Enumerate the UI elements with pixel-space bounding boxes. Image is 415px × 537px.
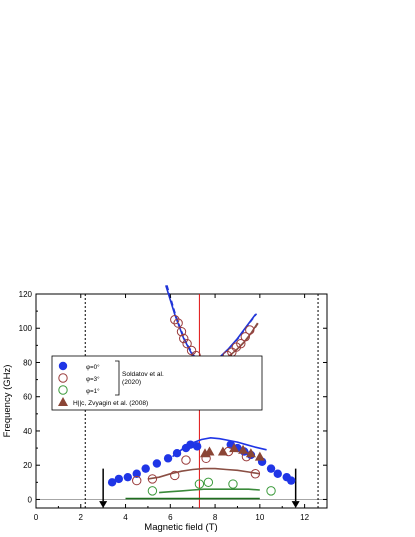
y-tick-label: 60 <box>23 393 32 402</box>
data-point <box>238 444 249 454</box>
data-point <box>240 332 250 342</box>
data-point <box>147 474 158 484</box>
data-point <box>204 446 215 456</box>
data-point <box>170 314 180 325</box>
data-point <box>182 338 192 349</box>
x-tick-label: 10 <box>255 513 264 522</box>
x-tick-label: 6 <box>168 513 173 522</box>
legend-marker <box>58 385 68 395</box>
down-arrow-head <box>99 501 108 508</box>
data-point <box>266 486 276 496</box>
data-point <box>245 448 256 458</box>
data-point <box>176 326 187 337</box>
legend: φ=0° φ=3° φ=1° H||c, Zvyagin et al. (2008) S… <box>51 355 263 411</box>
y-axis-label: Frequency (GHz) <box>2 365 13 438</box>
data-point <box>152 459 162 468</box>
x-axis-label: Magnetic field (T) <box>144 522 217 533</box>
data-point <box>147 486 158 496</box>
legend-box <box>51 355 263 411</box>
data-point <box>186 440 195 449</box>
data-point <box>132 475 142 486</box>
y-tick-label: 20 <box>23 461 32 470</box>
legend-bracket-label: (2020) <box>122 379 141 386</box>
x-tick-label: 0 <box>34 513 39 522</box>
y-tick-label: 100 <box>19 324 33 333</box>
y-tick-label: 0 <box>28 495 33 504</box>
y-tick-label: 80 <box>23 358 32 367</box>
data-point <box>163 454 173 463</box>
data-point <box>132 469 141 478</box>
legend-label: H||c, Zvyagin et al. (2008) <box>73 400 148 407</box>
data-point <box>123 472 132 482</box>
data-point <box>114 474 124 484</box>
data-point <box>266 464 276 473</box>
data-point <box>217 446 228 456</box>
legend-marker <box>58 397 68 406</box>
fit-curve <box>159 488 260 494</box>
legend-bracket <box>115 360 120 396</box>
y-tick-label: 120 <box>19 290 33 299</box>
reference-lines <box>36 294 327 508</box>
data-point <box>236 338 246 349</box>
legend-label: φ=3° <box>86 376 100 383</box>
fit-curve <box>166 285 258 365</box>
data-point <box>170 470 180 481</box>
data-point <box>179 333 189 344</box>
data-point <box>194 479 205 489</box>
legend-label: φ=1° <box>86 388 100 395</box>
data-point <box>203 477 214 488</box>
data-point <box>172 449 182 458</box>
legend-bracket-label: Soldatov et al. <box>122 371 164 378</box>
down-arrow-head <box>291 501 300 508</box>
data-point <box>254 451 265 461</box>
y-tick-label: 40 <box>23 427 32 436</box>
x-tick-label: 8 <box>213 513 218 522</box>
legend-label: φ=0° <box>86 364 100 371</box>
x-tick-label: 2 <box>79 513 84 522</box>
data-point <box>245 325 255 335</box>
data-point <box>250 469 261 479</box>
x-tick-label: 4 <box>123 513 128 522</box>
data-point <box>286 476 296 485</box>
data-point <box>141 464 150 473</box>
legend-marker <box>58 373 68 383</box>
data-point <box>273 469 282 478</box>
data-point <box>229 443 240 453</box>
legend-marker <box>58 361 68 371</box>
data-point <box>228 479 238 489</box>
x-tick-label: 12 <box>300 513 309 522</box>
data-point <box>181 455 191 465</box>
data-point <box>107 478 117 487</box>
fit-curve <box>147 467 260 480</box>
plot-frame <box>35 293 328 509</box>
data-point <box>173 318 183 328</box>
data-point <box>192 442 202 451</box>
